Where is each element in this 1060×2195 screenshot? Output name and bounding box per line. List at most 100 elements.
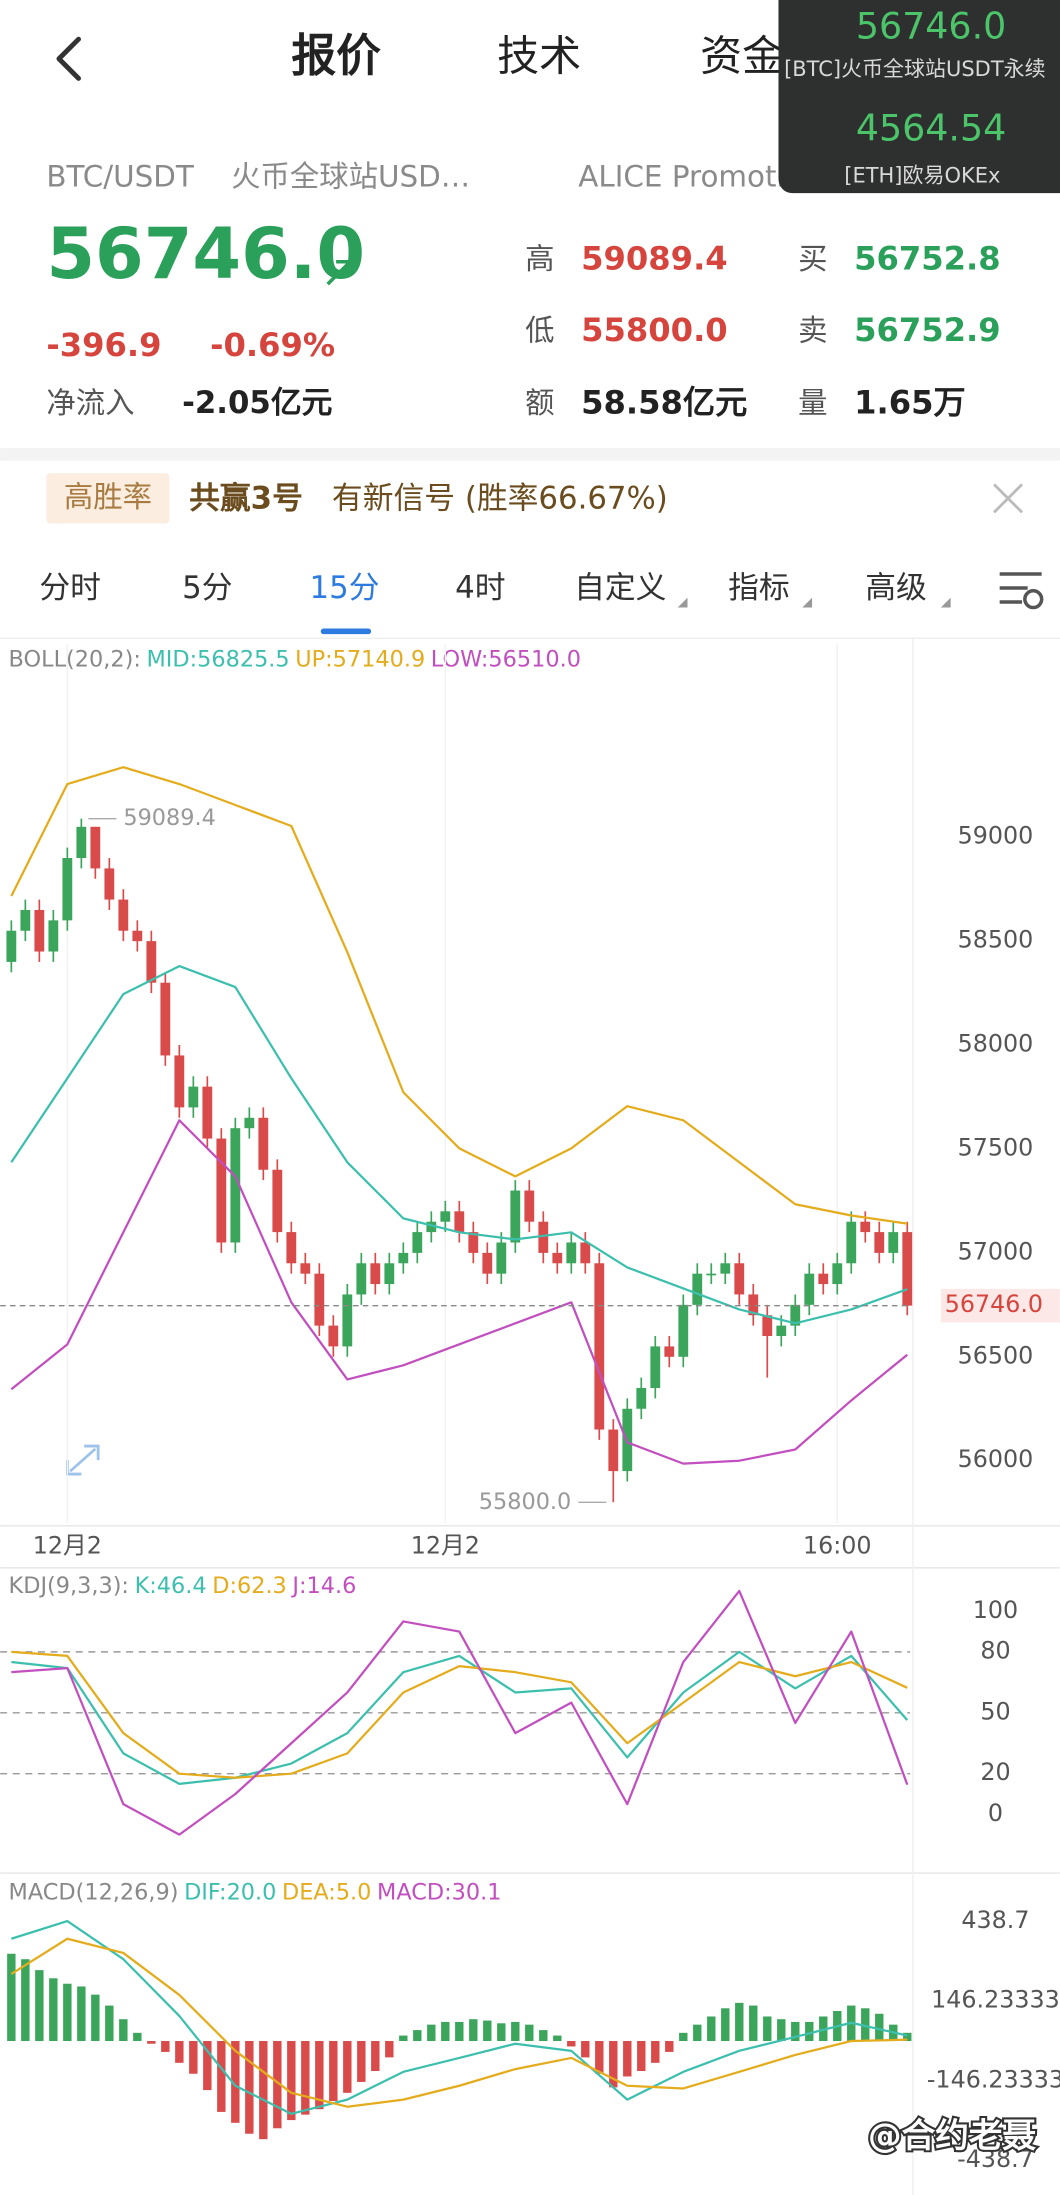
interval-tab-active[interactable]: 15分 — [310, 570, 380, 606]
indicator-line — [11, 1919, 908, 2115]
macd-bar — [581, 2041, 590, 2058]
interval-tab[interactable]: 分时 — [39, 570, 101, 606]
macd-bar — [497, 2023, 506, 2042]
high-annotation: 59089.4 — [123, 805, 216, 831]
legend-item: MACD:30.1 — [377, 1879, 501, 1905]
candle-body — [286, 1232, 297, 1264]
stat-value: 56752.8 — [854, 239, 1001, 277]
indicator-line — [10, 1937, 908, 2108]
y-tick-label: 0 — [988, 1799, 1003, 1827]
candle-body — [384, 1263, 395, 1285]
macd-bar — [455, 2021, 464, 2042]
legend-item: MID:56825.5 — [146, 646, 289, 672]
signal-tag-bg — [46, 473, 170, 524]
macd-bar — [763, 2016, 772, 2042]
candle-body — [398, 1252, 409, 1264]
macd-bar — [21, 1959, 30, 2042]
macd-bar — [427, 2024, 436, 2042]
indicator-line — [11, 1589, 909, 1836]
macd-bar — [399, 2035, 408, 2042]
candle-body — [356, 1263, 367, 1295]
candle-body — [426, 1221, 437, 1233]
chart-panel: KDJ(9,3,3): K:46.4 D:62.3 J:14.6 0 20 50 80 100 — [0, 1573, 1018, 1836]
candle-body — [692, 1273, 703, 1305]
legend-item: UP:57140.9 — [295, 646, 425, 672]
signal-name[interactable]: 共赢3号 — [189, 480, 303, 516]
macd-bar — [329, 2041, 338, 2102]
interval-tab[interactable]: 4时 — [455, 570, 505, 606]
candle-body — [874, 1232, 885, 1253]
macd-bar — [539, 2030, 548, 2042]
macd-bar — [7, 1953, 16, 2042]
charts: BOLL(20,2): MID:56825.5 UP:57140.9 LOW:5651… — [0, 643, 1060, 2173]
y-tick-label: 20 — [980, 1758, 1010, 1786]
macd-bar — [259, 2041, 268, 2140]
y-tick-label: 57000 — [958, 1237, 1034, 1265]
close-button[interactable] — [993, 483, 1024, 514]
candle-body — [818, 1273, 829, 1285]
y-tick-label: 438.7 — [961, 1906, 1029, 1934]
candle-body — [272, 1169, 283, 1233]
tab[interactable]: 资金 — [700, 31, 784, 80]
tab[interactable]: 技术 — [497, 31, 581, 80]
settings-icon[interactable] — [999, 572, 1044, 610]
signal-text[interactable]: 有新信号 (胜率66.67%) — [332, 480, 668, 516]
x-tick-label: 12月2 — [411, 1531, 480, 1559]
macd-bar — [49, 1978, 58, 2042]
candle-body — [230, 1128, 241, 1243]
chart-panel: MACD(12,26,9) DIF:20.0 DEA:5.0 MACD:30.1 -43… — [7, 1879, 1060, 2173]
candle-body — [370, 1263, 381, 1285]
stat-label: 卖 — [798, 313, 827, 347]
candle-body — [496, 1242, 507, 1274]
candle-body — [62, 858, 73, 921]
legend-title: KDJ(9,3,3): — [9, 1573, 129, 1599]
indicator-line — [10, 1119, 908, 1465]
legend: MACD(12,26,9) DIF:20.0 DEA:5.0 MACD:30.1 — [9, 1879, 502, 1905]
macd-bar — [315, 2041, 324, 2110]
candle-body — [720, 1263, 731, 1274]
candle-body — [524, 1190, 535, 1222]
candle-body — [90, 826, 101, 869]
macd-bar — [133, 2032, 142, 2042]
price-popup — [778, 0, 1060, 194]
candle-body — [706, 1273, 717, 1276]
candle-body — [104, 868, 115, 900]
macd-bar — [161, 2041, 170, 2052]
y-tick-label: 80 — [980, 1636, 1010, 1664]
macd-bar — [735, 2002, 744, 2042]
candle-body — [258, 1117, 269, 1170]
interval-tab[interactable]: 5分 — [182, 570, 232, 606]
macd-bar — [875, 2013, 884, 2042]
stat-label: 额 — [525, 386, 554, 420]
y-tick-label: 50 — [980, 1697, 1010, 1725]
stat-label: 买 — [798, 242, 827, 276]
macd-bar — [469, 2019, 478, 2042]
macd-bar — [63, 1983, 72, 2042]
last-price: 56746.0 — [46, 213, 365, 295]
popup-market: [ETH]欧易OKEx — [844, 163, 1000, 187]
candle-body — [314, 1273, 325, 1326]
candle-body — [594, 1263, 605, 1430]
macd-bar — [623, 2041, 632, 2077]
macd-bar — [595, 2041, 604, 2074]
macd-bar — [721, 2008, 730, 2042]
candle-body — [608, 1429, 619, 1472]
tab-active[interactable]: 报价 — [291, 29, 381, 82]
candle-body — [510, 1190, 521, 1243]
dropdown-mark — [940, 597, 951, 608]
interval-tab[interactable]: 自定义 — [574, 570, 666, 606]
y-tick-label: 59000 — [958, 822, 1034, 850]
back-button[interactable] — [56, 36, 81, 81]
y-tick-label: -146.23333 — [927, 2065, 1060, 2093]
candle-body — [734, 1263, 745, 1295]
candle-body — [342, 1294, 353, 1347]
macd-bar — [203, 2041, 212, 2091]
interval-tab[interactable]: 高级 — [865, 570, 927, 606]
candle-body — [888, 1232, 899, 1253]
stat-value: 55800.0 — [581, 311, 728, 349]
interval-tab[interactable]: 指标 — [728, 570, 790, 606]
indicator-line — [10, 766, 908, 1225]
macd-bar — [707, 2016, 716, 2042]
candle-body — [48, 920, 59, 952]
candle-body — [76, 826, 87, 859]
